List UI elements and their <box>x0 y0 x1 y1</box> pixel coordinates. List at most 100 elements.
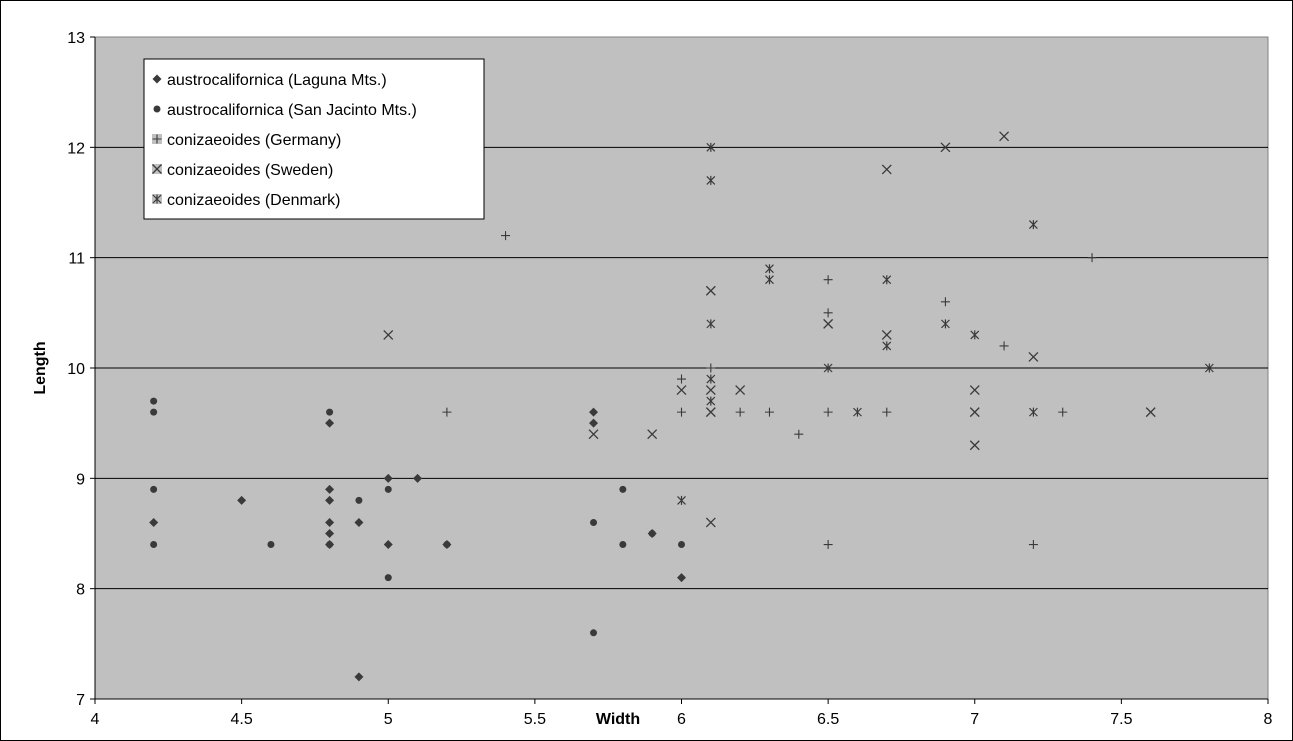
legend: austrocalifornica (Laguna Mts.) austrocal… <box>143 58 485 220</box>
series-4-points <box>677 142 1214 505</box>
data-point <box>705 517 716 528</box>
data-point <box>383 540 393 550</box>
data-point <box>794 429 804 439</box>
x-tick-label: 4 <box>91 711 100 728</box>
y-tick-label: 8 <box>76 582 85 599</box>
legend-box <box>143 58 485 220</box>
data-point <box>325 517 335 527</box>
data-point <box>1028 220 1038 230</box>
legend-label: austrocalifornica (Laguna Mts.) <box>167 72 387 89</box>
data-point <box>413 473 423 483</box>
series-3-points <box>383 131 1156 528</box>
data-point <box>237 495 247 505</box>
data-point <box>648 530 656 537</box>
data-point <box>941 319 950 329</box>
y-tick-label: 13 <box>67 30 85 47</box>
data-point <box>354 517 364 527</box>
data-point <box>676 385 687 396</box>
x-marker <box>152 164 162 174</box>
data-point <box>325 484 335 494</box>
x-tick-label: 4.5 <box>231 711 253 728</box>
y-tick-label: 10 <box>67 361 85 378</box>
x-tick-label: 8 <box>1264 711 1273 728</box>
y-axis-title: Length <box>32 341 49 394</box>
y-tick-label: 11 <box>68 251 85 268</box>
x-tick-label: 7 <box>970 711 979 728</box>
data-point <box>149 517 159 527</box>
data-point <box>1145 407 1156 418</box>
data-point <box>354 672 364 682</box>
data-point <box>325 529 335 538</box>
x-tick-label: 5.5 <box>524 711 546 728</box>
data-point <box>150 408 158 416</box>
y-axis-ticks: 7 8 9 10 11 12 13 <box>67 30 95 709</box>
data-point <box>823 363 833 373</box>
data-point <box>677 573 686 583</box>
data-point <box>1204 363 1214 373</box>
x-tick-label: 6.5 <box>817 711 839 728</box>
legend-label: conizaeoides (Germany) <box>167 132 341 149</box>
data-point <box>326 541 334 549</box>
data-point <box>999 131 1010 142</box>
data-point <box>881 164 892 175</box>
x-axis-ticks: 4 4.5 5 5.5 6 6.5 7 7.5 8 <box>91 699 1273 728</box>
data-point <box>589 418 599 428</box>
legend-item: austrocalifornica (Laguna Mts.) <box>152 72 387 89</box>
data-point <box>589 407 599 417</box>
data-point <box>355 496 363 504</box>
data-point <box>882 407 892 417</box>
data-point <box>150 541 158 549</box>
data-point <box>999 341 1009 351</box>
legend-item: conizaeoides (Sweden) <box>152 162 333 179</box>
data-point <box>735 407 745 417</box>
data-point <box>881 329 892 340</box>
data-point <box>765 264 774 274</box>
plus-marker <box>152 134 162 144</box>
data-point <box>677 407 686 417</box>
data-point <box>150 397 158 405</box>
data-point <box>705 285 716 296</box>
data-point <box>969 385 980 396</box>
data-point <box>383 473 393 483</box>
data-point <box>384 485 392 493</box>
data-point <box>1028 352 1039 362</box>
x-axis-title: Width <box>596 711 640 728</box>
data-point <box>705 407 716 418</box>
data-point <box>706 319 716 329</box>
series-2-points <box>442 231 1097 550</box>
data-point <box>619 485 627 493</box>
data-point <box>325 418 335 428</box>
data-point <box>383 329 394 340</box>
y-tick-label: 9 <box>76 471 85 488</box>
data-point <box>442 407 452 417</box>
data-point <box>706 374 716 384</box>
legend-label: conizaeoides (Sweden) <box>167 162 333 179</box>
data-point <box>501 231 511 241</box>
data-point <box>590 629 598 637</box>
data-point <box>1087 253 1097 263</box>
data-point <box>1058 407 1068 417</box>
legend-label: austrocalifornica (San Jacinto Mts.) <box>167 102 417 119</box>
data-point <box>969 440 980 451</box>
data-points <box>149 131 1214 682</box>
data-point <box>443 541 451 549</box>
data-point <box>326 408 334 416</box>
data-point <box>969 407 980 418</box>
data-point <box>853 407 862 417</box>
data-point <box>706 142 716 152</box>
data-point <box>940 142 951 153</box>
data-point <box>677 495 686 505</box>
x-tick-label: 6 <box>677 711 686 728</box>
y-tick-label: 7 <box>76 692 85 709</box>
data-point <box>823 318 834 329</box>
asterisk-marker <box>152 194 162 204</box>
data-point <box>764 407 774 417</box>
data-point <box>678 541 685 549</box>
data-point <box>619 541 627 549</box>
data-point <box>823 407 833 417</box>
data-point <box>823 540 833 550</box>
data-point <box>940 297 950 307</box>
legend-item: conizaeoides (Denmark) <box>152 192 340 209</box>
legend-item: austrocalifornica (San Jacinto Mts.) <box>153 102 417 119</box>
